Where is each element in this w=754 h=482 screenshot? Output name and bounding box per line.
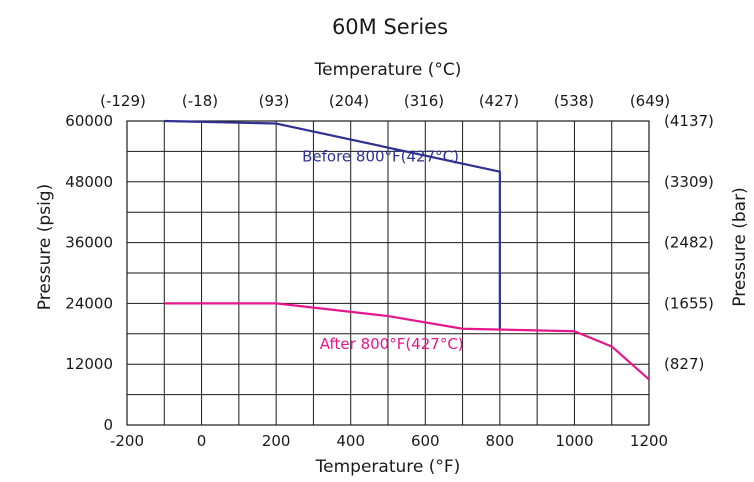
y-tick-label: 36000: [65, 234, 113, 252]
chart-title: 60M Series: [332, 15, 448, 39]
y2-tick-label: (3309): [664, 173, 714, 191]
plot-frame: [126, 120, 650, 426]
x2-tick-label: (427): [479, 92, 519, 110]
x-tick-label: 1000: [555, 432, 593, 450]
x2-tick-label: (204): [329, 92, 369, 110]
x-tick-label: 1200: [630, 432, 668, 450]
x-tick-label: 400: [336, 432, 365, 450]
y-tick-labels: 0 12000 24000 36000 48000 60000: [65, 112, 113, 434]
x-tick-labels: -200 0 200 400 600 800 1000 1200: [110, 432, 668, 450]
x2-tick-labels: (-129) (-18) (93) (204) (316) (427) (538) (649): [100, 92, 670, 110]
y2-tick-label: (2482): [664, 234, 714, 252]
y-tick-label: 12000: [65, 355, 113, 373]
y2-tick-label: (1655): [664, 294, 714, 312]
x-tick-label: -200: [110, 432, 144, 450]
x-tick-label: 0: [197, 432, 207, 450]
y2-tick-labels: (827) (1655) (2482) (3309) (4137): [664, 112, 714, 373]
x-tick-label: 800: [486, 432, 515, 450]
top-axis-label: Temperature (°C): [314, 60, 462, 80]
series-line: [164, 302, 650, 381]
bottom-axis-label: Temperature (°F): [315, 457, 461, 477]
x2-tick-label: (316): [404, 92, 444, 110]
x2-tick-label: (538): [554, 92, 594, 110]
y2-tick-label: (4137): [664, 112, 714, 130]
x-tick-label: 200: [262, 432, 291, 450]
series-annotation: After 800°F(427°C): [320, 335, 464, 353]
gridlines: [126, 120, 650, 426]
x2-tick-label: (-129): [100, 92, 146, 110]
y2-tick-label: (827): [664, 355, 704, 373]
y-tick-label: 24000: [65, 294, 113, 312]
series-lines: [164, 119, 650, 381]
series-line: [164, 119, 501, 329]
annotations: Before 800°F(427°C) After 800°F(427°C): [302, 147, 464, 352]
x2-tick-label: (93): [259, 92, 290, 110]
y-tick-label: 0: [103, 416, 113, 434]
x-tick-label: 600: [411, 432, 440, 450]
left-axis-label: Pressure (psig): [35, 184, 55, 310]
x2-tick-label: (649): [630, 92, 670, 110]
y-tick-label: 60000: [65, 112, 113, 130]
series-annotation: Before 800°F(427°C): [302, 147, 459, 165]
y-tick-label: 48000: [65, 173, 113, 191]
x2-tick-label: (-18): [182, 92, 218, 110]
right-axis-label: Pressure (bar): [730, 187, 750, 306]
